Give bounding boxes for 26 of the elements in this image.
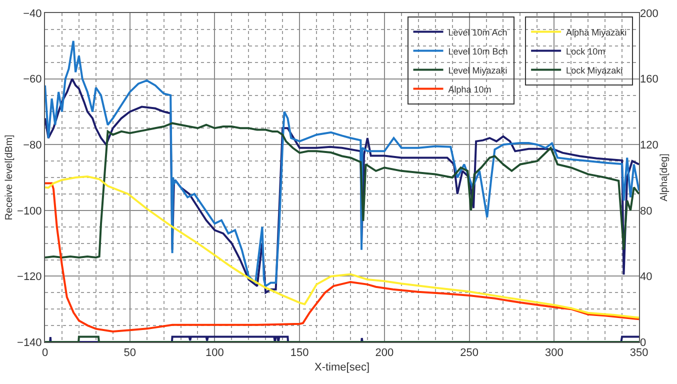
x-tick-label: 250 bbox=[460, 347, 478, 360]
y-tick-label: −100 bbox=[17, 205, 42, 218]
x-tick-label: 350 bbox=[630, 347, 648, 360]
y2-tick-label: 40 bbox=[640, 271, 652, 284]
y2-tick-label: 160 bbox=[640, 74, 658, 86]
y2-tick-label: 120 bbox=[640, 139, 658, 152]
x-tick-label: 100 bbox=[206, 347, 224, 360]
x-tick-label: 200 bbox=[375, 347, 394, 360]
y-axis-title: Receive level[dBm] bbox=[4, 134, 16, 220]
x-tick-label: 300 bbox=[544, 347, 564, 360]
x-tick-label: 0 bbox=[42, 347, 48, 360]
y2-tick-label: 0 bbox=[640, 336, 646, 349]
legend-label: Lock Miyazaki bbox=[566, 65, 623, 76]
y-tick-label: −60 bbox=[23, 74, 42, 86]
x-tick-label: 150 bbox=[290, 347, 309, 360]
x-tick-label: 50 bbox=[124, 347, 136, 360]
x-axis-title: X-time[sec] bbox=[314, 361, 370, 374]
y-tick-label: −40 bbox=[23, 8, 42, 20]
y2-tick-label: 80 bbox=[640, 205, 652, 218]
y2-tick-label: 200 bbox=[640, 8, 658, 20]
legend-label: Alpha Miyazaki bbox=[566, 27, 627, 38]
y2-axis-title: Alpha[deg] bbox=[658, 153, 670, 202]
y-tick-label: −140 bbox=[17, 336, 42, 349]
legend-label: Lock 10m bbox=[566, 46, 606, 56]
y-tick-label: −80 bbox=[23, 139, 42, 152]
y-tick-label: −120 bbox=[17, 271, 42, 284]
